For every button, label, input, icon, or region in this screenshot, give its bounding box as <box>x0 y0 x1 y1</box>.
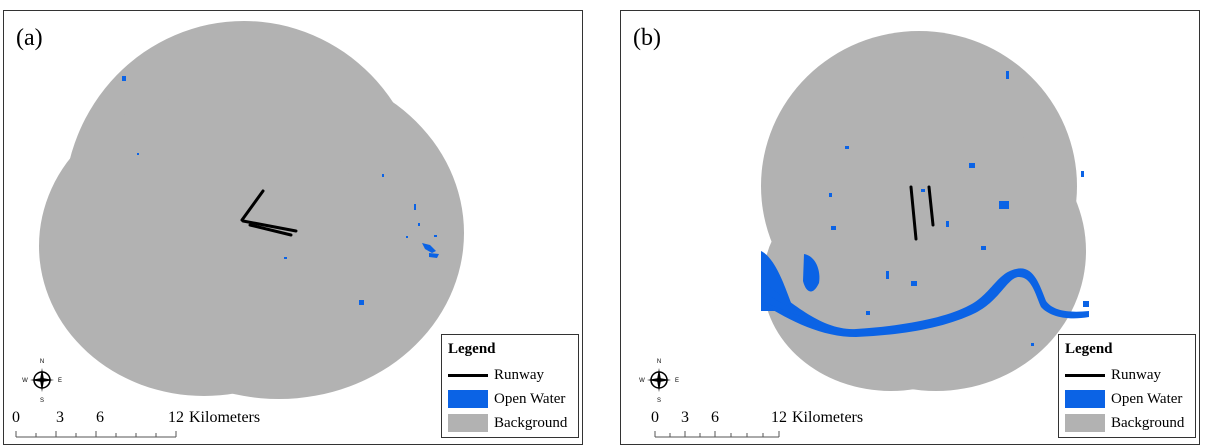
scale-tick-label: 12 <box>168 409 184 426</box>
scale-bar-ticks <box>15 431 177 438</box>
compass-e: E <box>675 378 679 384</box>
runways <box>240 189 298 237</box>
legend-item-open-water: Open Water <box>448 389 565 409</box>
panel-label: (b) <box>633 25 661 51</box>
map-panel-a: (a) N S E W 0 3 6 12 Kilometers <box>3 10 583 445</box>
background-swatch <box>1065 414 1105 432</box>
runway-line <box>248 223 293 237</box>
scale-tick-label: 3 <box>681 409 689 426</box>
compass-rose-icon: N S E W <box>22 359 62 404</box>
study-area-map-b <box>761 31 1089 391</box>
north-arrow: N S E W <box>639 356 679 404</box>
scale-unit: Kilometers <box>189 409 261 426</box>
map-legend: Legend Runway Open Water Background <box>441 334 579 438</box>
legend-item-runway: Runway <box>448 365 544 385</box>
open-water-swatch <box>448 390 488 408</box>
open-water-features <box>761 71 1089 346</box>
scale-unit: Kilometers <box>792 409 864 426</box>
background-swatch <box>448 414 488 432</box>
legend-label: Runway <box>1111 366 1161 383</box>
legend-label: Background <box>494 414 568 431</box>
legend-title: Legend <box>1065 341 1113 357</box>
compass-n: N <box>657 359 661 365</box>
legend-title: Legend <box>448 341 496 357</box>
compass-s: S <box>40 398 44 404</box>
scale-bar: 0 3 6 12 Kilometers <box>629 409 929 439</box>
legend-label: Open Water <box>1111 390 1183 407</box>
compass-w: W <box>22 378 28 384</box>
compass-rose-icon: N S E W <box>639 359 679 404</box>
map-panel-b: (b) N S E W 0 3 6 12 Kilometers <box>620 10 1200 445</box>
scale-tick-label: 6 <box>96 409 104 426</box>
legend-item-background: Background <box>448 413 567 433</box>
open-water-swatch <box>1065 390 1105 408</box>
runway-line-swatch <box>448 366 488 384</box>
scale-bar-ticks <box>654 431 780 438</box>
compass-n: N <box>40 359 44 365</box>
compass-e: E <box>58 378 62 384</box>
legend-item-background: Background <box>1065 413 1184 433</box>
scale-tick-label: 3 <box>56 409 64 426</box>
runway-line <box>909 185 918 241</box>
runway-line <box>927 185 935 227</box>
scale-tick-label: 0 <box>651 409 659 426</box>
legend-label: Runway <box>494 366 544 383</box>
legend-item-runway: Runway <box>1065 365 1161 385</box>
open-water-features <box>122 76 439 305</box>
legend-label: Background <box>1111 414 1185 431</box>
panel-label: (a) <box>16 25 43 51</box>
scale-tick-label: 6 <box>711 409 719 426</box>
scale-tick-label: 0 <box>12 409 20 426</box>
compass-s: S <box>657 398 661 404</box>
runways <box>909 185 935 241</box>
runway-line <box>240 189 265 222</box>
legend-item-open-water: Open Water <box>1065 389 1182 409</box>
legend-label: Open Water <box>494 390 566 407</box>
background-area <box>761 31 1086 391</box>
compass-w: W <box>639 378 645 384</box>
north-arrow: N S E W <box>22 356 62 404</box>
study-area-map-a <box>39 21 464 399</box>
background-area <box>39 21 464 399</box>
runway-line <box>241 219 298 233</box>
scale-bar: 0 3 6 12 Kilometers <box>12 409 312 439</box>
runway-line-swatch <box>1065 366 1105 384</box>
map-legend: Legend Runway Open Water Background <box>1058 334 1196 438</box>
scale-tick-label: 12 <box>771 409 787 426</box>
